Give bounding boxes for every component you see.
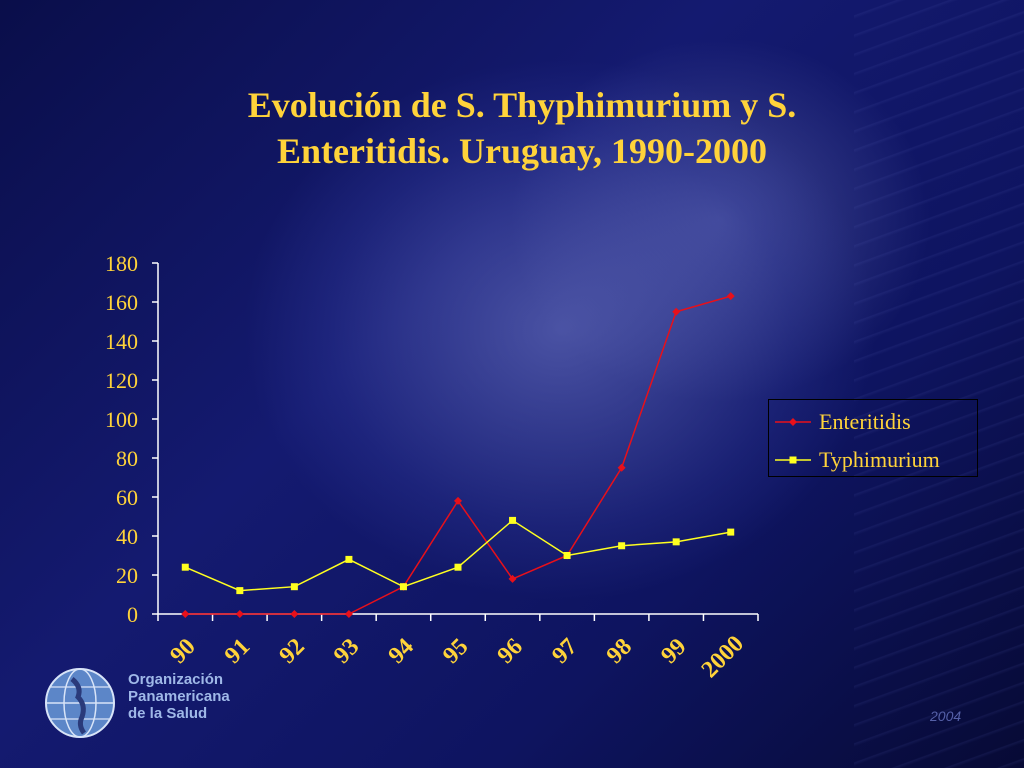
- legend-marker-typhimurium: [775, 456, 811, 464]
- y-tick-label-80: 80: [116, 446, 138, 471]
- data-point-enteritidis-2000: [726, 292, 735, 301]
- data-point-typhimurium-95: [454, 563, 462, 571]
- x-tick-label-95: 95: [438, 634, 473, 669]
- data-point-typhimurium-93: [345, 555, 353, 563]
- title-line-2: Enteritidis. Uruguay, 1990-2000: [276, 131, 768, 171]
- y-tick-label-120: 120: [105, 368, 138, 393]
- data-point-typhimurium-99: [672, 538, 680, 546]
- logo-line-3: de la Salud: [128, 705, 208, 722]
- legend-marker-enteritidis: [775, 418, 811, 426]
- data-point-typhimurium-91: [236, 587, 244, 595]
- data-point-enteritidis-95: [454, 496, 462, 505]
- legend-label-enteritidis: Enteritidis: [819, 409, 911, 434]
- y-tick-label-60: 60: [116, 485, 138, 510]
- y-tick-label-20: 20: [116, 563, 138, 588]
- y-tick-label-100: 100: [105, 407, 138, 432]
- logo-line-1: Organización: [128, 671, 224, 688]
- x-tick-label-97: 97: [547, 634, 582, 669]
- data-point-enteritidis-96: [508, 574, 517, 583]
- legend-label-typhimurium: Typhimurium: [819, 447, 940, 472]
- data-point-typhimurium-97: [563, 552, 571, 559]
- y-tick-label-0: 0: [127, 602, 138, 627]
- logo-text: Organización Panamericana de la Salud: [128, 671, 230, 722]
- legend-item-typhimurium: Typhimurium: [773, 446, 940, 474]
- y-tick-label-180: 180: [105, 251, 138, 276]
- logo-line-2: Panamericana: [128, 688, 230, 705]
- data-point-typhimurium-2000: [727, 528, 735, 536]
- data-point-typhimurium-94: [399, 583, 407, 591]
- data-point-enteritidis-90: [181, 610, 190, 618]
- corner-year-mark: 2004: [930, 708, 962, 724]
- x-tick-label-99: 99: [656, 634, 691, 669]
- legend-item-enteritidis: Enteritidis: [773, 408, 911, 436]
- x-tick-label-92: 92: [274, 634, 309, 669]
- data-point-typhimurium-96: [509, 516, 517, 524]
- x-tick-label-93: 93: [329, 634, 364, 669]
- paho-logo: Organización Panamericana de la Salud: [42, 665, 272, 740]
- data-point-typhimurium-98: [618, 542, 626, 550]
- x-tick-label-94: 94: [384, 634, 419, 669]
- title-line-1: Evolución de S. Thyphimurium y S.: [247, 85, 797, 125]
- x-tick-label-90: 90: [165, 634, 200, 669]
- slide-title: Evolución de S. Thyphimurium y S. Enteri…: [60, 82, 984, 174]
- data-point-enteritidis-91: [235, 610, 244, 618]
- data-point-enteritidis-99: [672, 307, 681, 316]
- chart-legend: Enteritidis Typhimurium: [768, 399, 978, 477]
- data-point-enteritidis-92: [290, 610, 299, 618]
- data-point-typhimurium-92: [290, 583, 298, 591]
- y-tick-label-160: 160: [105, 290, 138, 315]
- x-tick-label-96: 96: [493, 634, 528, 669]
- y-tick-label-40: 40: [116, 524, 138, 549]
- x-tick-label-2000: 2000: [697, 631, 749, 683]
- data-point-enteritidis-93: [344, 610, 353, 618]
- data-point-enteritidis-98: [617, 463, 626, 472]
- series-line-typhimurium: [184, 519, 731, 592]
- data-point-typhimurium-90: [181, 563, 189, 571]
- y-tick-label-140: 140: [105, 329, 138, 354]
- background-decoration: [854, 0, 1024, 768]
- x-tick-label-98: 98: [602, 634, 637, 669]
- x-tick-label-91: 91: [220, 634, 255, 669]
- globe-icon: [45, 668, 115, 738]
